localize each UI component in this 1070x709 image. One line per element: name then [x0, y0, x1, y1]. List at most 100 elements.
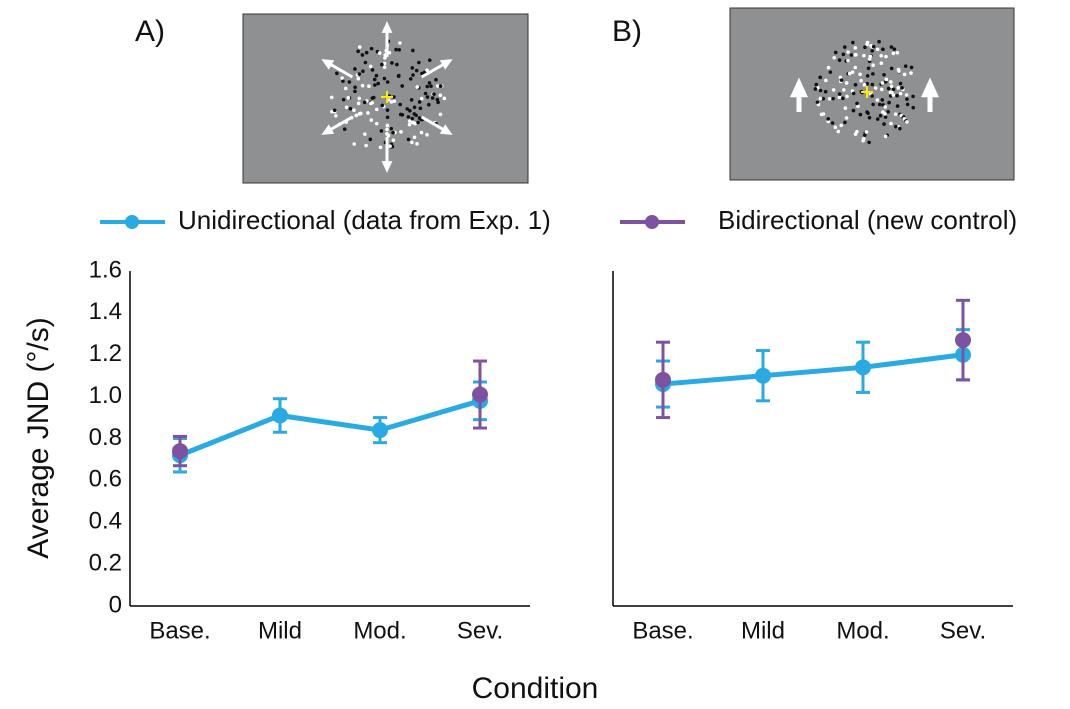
stimulus-dot	[411, 120, 415, 125]
stimulus-dot	[417, 60, 421, 65]
stimulus-dot	[863, 45, 867, 50]
stimulus-dot	[348, 106, 353, 111]
stimulus-dot	[845, 94, 849, 99]
stimulus-dot	[394, 47, 398, 52]
stimulus-dot	[435, 97, 440, 102]
stimulus-dot	[880, 98, 885, 102]
stimulus-dot	[378, 145, 383, 150]
stimulus-dot	[818, 96, 823, 101]
stimulus-arrowhead	[789, 77, 809, 98]
stimulus-dot	[341, 97, 346, 102]
stimulus-dot	[818, 75, 823, 80]
stimulus-dot	[414, 113, 418, 118]
stimulus-dot	[871, 44, 876, 49]
stimulus-dot	[376, 81, 380, 86]
stimulus-dot	[408, 77, 413, 81]
stimulus-dot	[361, 69, 365, 73]
stimulus-dot	[369, 118, 374, 122]
stimulus-dot	[353, 85, 357, 90]
stimulus-dot	[379, 129, 384, 133]
stimulus-dot	[398, 102, 402, 107]
stimulus-dot	[883, 105, 888, 109]
stimulus-dot	[357, 45, 362, 49]
stimulus-dot	[390, 61, 394, 65]
stimulus-arrowhead	[439, 124, 453, 135]
stimulus-dot	[429, 84, 433, 88]
y-tick-label: 0	[109, 591, 122, 618]
stimulus-dot	[871, 72, 875, 76]
stimulus-dot	[853, 46, 858, 50]
stimulus-dot	[836, 129, 841, 134]
x-tick-label: Sev.	[940, 617, 986, 644]
fixation-cross	[861, 86, 873, 98]
stimulus-dot	[871, 63, 875, 68]
stimulus-arrowhead	[381, 161, 393, 173]
stimulus-dot	[847, 71, 852, 76]
stimulus-dot	[858, 112, 863, 117]
legend-marker	[645, 215, 659, 229]
stimulus-dot	[410, 116, 415, 121]
stimulus-dot	[898, 81, 903, 86]
stimulus-dot	[357, 72, 362, 76]
stimulus-dot	[877, 39, 881, 44]
stimulus-dot	[418, 106, 423, 111]
stimulus-dot	[905, 120, 909, 124]
stimulus-dot	[846, 58, 850, 63]
stimulus-dot	[417, 100, 422, 104]
stimulus-dot	[442, 96, 447, 101]
stimulus-dot	[870, 82, 875, 87]
stimulus-dot	[837, 95, 842, 100]
stimulus-dot	[884, 54, 888, 59]
y-tick-label: 0.6	[89, 466, 122, 493]
stimulus-dot	[370, 68, 375, 72]
fixation-cross	[381, 91, 393, 103]
stimulus-dot	[329, 95, 334, 100]
stimulus-dot	[347, 80, 352, 84]
stimulus-dot	[889, 80, 893, 84]
stimulus-dot	[853, 65, 858, 70]
stimulus-dot	[357, 96, 362, 101]
stimulus-dot	[841, 96, 845, 101]
stimulus-dot	[846, 50, 850, 54]
y-tick-label: 1.4	[89, 298, 122, 325]
stimulus-dot	[438, 84, 443, 88]
stimulus-dot	[843, 120, 847, 125]
stimulus-dot	[814, 82, 819, 87]
x-tick-label: Base.	[149, 617, 210, 644]
stimulus-dot	[435, 84, 440, 88]
data-point	[955, 332, 971, 349]
stimulus-dot	[392, 95, 396, 99]
stimulus-dot	[903, 64, 908, 68]
stimulus-dot	[889, 45, 894, 49]
stimulus-dot	[833, 125, 838, 130]
stimulus-dot	[865, 82, 870, 86]
stimulus-dot	[412, 135, 417, 140]
stimulus-dot	[354, 113, 358, 118]
stimulus-dot	[352, 142, 357, 146]
stimulus-dot	[366, 111, 370, 115]
stimulus-dot	[412, 105, 417, 110]
stimulus-dot	[862, 83, 867, 87]
stimulus-dot	[879, 87, 884, 92]
data-point	[472, 386, 488, 403]
stimulus-a	[242, 13, 529, 184]
y-tick-label: 1.0	[89, 382, 122, 409]
stimulus-dot	[867, 140, 871, 145]
stimulus-dot	[438, 112, 443, 117]
stimulus-dot	[356, 49, 360, 54]
stimulus-dot	[877, 102, 882, 107]
stimulus-dot	[905, 102, 910, 107]
stimulus-dot	[389, 126, 394, 131]
stimulus-dot	[827, 97, 832, 101]
stimulus-dot	[853, 53, 858, 57]
stimulus-dot	[368, 64, 373, 69]
stimulus-dot	[826, 65, 831, 70]
stimulus-dot	[388, 144, 392, 149]
stimulus-dot	[374, 107, 379, 112]
stimulus-dot	[356, 101, 361, 106]
stimulus-b	[729, 7, 1015, 181]
stimulus-dot	[819, 112, 824, 117]
stimulus-dot	[881, 47, 885, 52]
stimulus-dot	[818, 88, 823, 93]
